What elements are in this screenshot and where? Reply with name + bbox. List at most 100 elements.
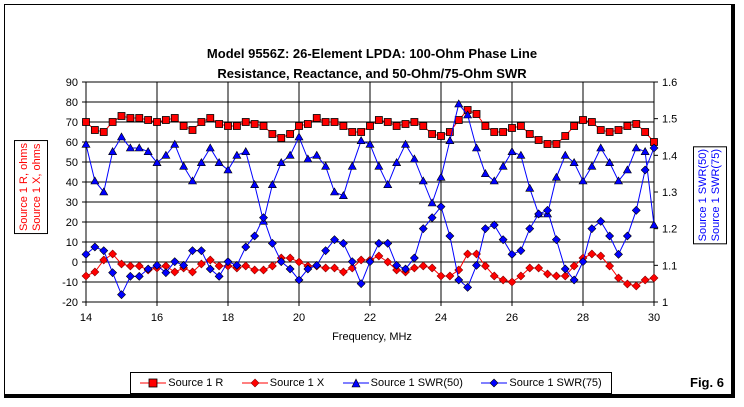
data-point-source-1-r — [268, 130, 277, 138]
data-point-source-1-swr-75 — [232, 260, 242, 270]
data-point-source-1-x — [596, 251, 606, 261]
y-tick-label-right: 1.1 — [662, 260, 677, 272]
y-tick-label-right: 1 — [662, 297, 668, 309]
data-point-source-1-x — [525, 263, 535, 273]
data-point-source-1-swr-50 — [214, 158, 224, 166]
data-point-source-1-r — [312, 114, 321, 122]
data-point-source-1-swr-75 — [596, 216, 606, 226]
data-point-source-1-swr-75 — [285, 264, 295, 274]
data-point-source-1-x — [170, 267, 180, 277]
data-point-source-1-swr-50 — [622, 165, 632, 174]
data-point-source-1-swr-50 — [649, 220, 659, 229]
data-point-source-1-r — [135, 114, 144, 122]
data-point-source-1-swr-50 — [525, 183, 535, 192]
data-point-source-1-swr-75 — [436, 202, 446, 212]
data-point-source-1-swr-75 — [498, 235, 508, 245]
data-point-source-1-swr-75 — [241, 242, 251, 252]
figure-label: Fig. 6 — [690, 375, 724, 390]
data-point-source-1-swr-75 — [330, 235, 339, 245]
data-point-source-1-swr-75 — [649, 143, 659, 153]
data-point-source-1-x — [117, 259, 126, 269]
data-point-source-1-x — [321, 263, 331, 273]
legend-label: Source 1 SWR(75) — [509, 377, 602, 389]
data-point-source-1-swr-50 — [445, 136, 455, 144]
data-point-source-1-r — [481, 122, 490, 130]
x-tick-label: 18 — [222, 312, 234, 324]
data-point-source-1-r — [428, 130, 437, 138]
data-point-source-1-swr-75 — [205, 264, 215, 274]
data-point-source-1-r — [277, 134, 286, 142]
data-point-source-1-swr-75 — [303, 264, 313, 274]
x-tick-label: 14 — [80, 312, 92, 324]
data-point-source-1-r — [419, 122, 428, 130]
data-point-source-1-x — [294, 257, 304, 267]
x-axis-label: Frequency, MHz — [332, 331, 412, 343]
data-point-source-1-swr-75 — [179, 260, 189, 270]
data-point-source-1-r — [623, 122, 632, 130]
data-point-source-1-swr-75 — [347, 257, 357, 267]
data-point-source-1-x — [614, 273, 623, 283]
y-tick-label-left: 50 — [66, 157, 78, 169]
data-point-source-1-r — [632, 120, 641, 128]
data-point-source-1-x — [427, 263, 437, 273]
data-point-source-1-swr-50 — [365, 139, 375, 148]
data-point-source-1-swr-50 — [125, 143, 135, 152]
y-tick-label-left: 40 — [66, 177, 78, 189]
data-point-source-1-swr-75 — [489, 220, 499, 230]
data-point-source-1-r — [641, 128, 650, 136]
data-point-source-1-swr-75 — [365, 257, 375, 267]
data-point-source-1-r — [259, 122, 268, 130]
data-point-source-1-x — [543, 269, 552, 279]
data-point-source-1-swr-50 — [613, 176, 624, 185]
data-point-source-1-r — [295, 122, 303, 130]
data-point-source-1-swr-50 — [179, 161, 189, 170]
data-point-source-1-x — [463, 249, 473, 259]
data-point-source-1-r — [552, 140, 561, 148]
data-point-source-1-x — [356, 255, 366, 265]
data-point-source-1-r — [410, 118, 419, 126]
data-point-source-1-swr-50 — [383, 180, 393, 188]
data-point-source-1-swr-50 — [489, 176, 499, 185]
data-point-source-1-r — [525, 130, 534, 138]
data-point-source-1-swr-50 — [116, 132, 127, 141]
data-point-source-1-x — [259, 265, 268, 275]
data-point-source-1-swr-75 — [152, 260, 162, 270]
data-point-source-1-r — [543, 140, 552, 148]
data-point-source-1-x — [605, 261, 615, 271]
data-point-source-1-swr-75 — [631, 205, 641, 215]
data-point-source-1-swr-75 — [250, 231, 260, 241]
data-point-source-1-swr-75 — [622, 231, 632, 241]
data-point-source-1-x — [631, 281, 641, 291]
legend-item-swr50: Source 1 SWR(50) — [342, 377, 463, 389]
data-point-source-1-r — [534, 136, 543, 144]
data-point-source-1-swr-50 — [232, 150, 242, 159]
data-point-source-1-r — [82, 118, 90, 126]
data-point-source-1-x — [90, 267, 100, 277]
data-point-source-1-r — [188, 126, 197, 134]
data-point-source-1-r — [605, 128, 614, 136]
data-point-source-1-r — [490, 128, 499, 136]
chart-title: Model 9556Z: 26-Element LPDA: 100-Ohm Ph… — [206, 46, 538, 61]
data-point-source-1-swr-75 — [427, 213, 437, 223]
data-point-source-1-swr-50 — [108, 147, 118, 155]
data-point-source-1-swr-75 — [578, 257, 588, 267]
data-point-source-1-r — [108, 118, 117, 126]
data-point-source-1-r — [357, 128, 366, 136]
data-point-source-1-r — [499, 128, 508, 136]
data-point-source-1-swr-75 — [294, 275, 304, 285]
data-point-source-1-swr-75 — [374, 238, 384, 248]
data-point-source-1-x — [81, 271, 91, 281]
data-point-source-1-swr-50 — [480, 169, 490, 177]
data-point-source-1-swr-75 — [472, 260, 481, 270]
data-point-source-1-r — [579, 116, 587, 124]
data-point-source-1-r — [153, 118, 161, 126]
y-tick-label-left: 60 — [66, 137, 78, 149]
data-point-source-1-swr-50 — [312, 150, 322, 159]
data-point-source-1-r — [437, 132, 445, 140]
data-point-source-1-x — [516, 271, 526, 281]
chart-subtitle: Resistance, Reactance, and 50-Ohm/75-Ohm… — [217, 66, 527, 81]
legend-label: Source 1 SWR(50) — [370, 377, 463, 389]
legend-item-swr75: Source 1 SWR(75) — [481, 377, 602, 389]
y-tick-label-right: 1.3 — [662, 187, 677, 199]
data-point-source-1-swr-75 — [196, 246, 206, 256]
